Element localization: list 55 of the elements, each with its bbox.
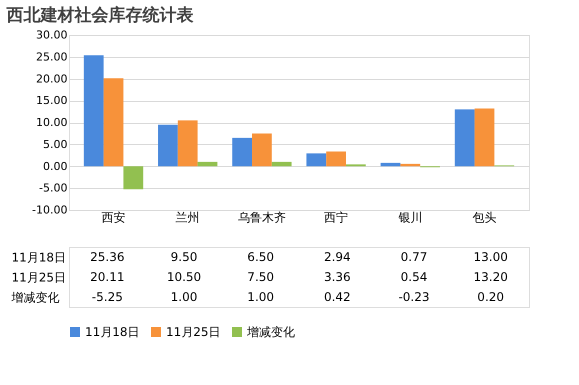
bar [474,108,494,166]
data-label: 0.42 [324,290,351,304]
data-label: 3.36 [324,270,351,284]
legend-label: 11月18日 [85,325,140,339]
x-tick-label: 西安 [102,210,126,224]
x-tick-label: 西宁 [324,210,348,224]
data-label: 13.00 [473,250,508,264]
data-label: 25.36 [90,250,125,264]
data-label: 7.50 [247,270,274,284]
bar [123,166,144,190]
text: 11月18日 [12,250,66,264]
y-tick-label: 5.00 [43,138,68,151]
bar [158,124,178,166]
y-tick-label: -5.00 [39,182,68,195]
y-tick-label: 25.00 [36,50,68,64]
bar [326,152,346,166]
bar [252,133,272,166]
data-label: -0.23 [398,290,430,304]
bar [272,162,292,166]
bar [198,162,218,166]
data-label: 1.00 [170,290,198,304]
data-label: 2.94 [324,250,351,264]
legend-label: 11月25日 [166,325,221,339]
data-label: 6.50 [247,250,274,264]
y-tick-label: 20.00 [36,72,68,86]
data-label: -5.25 [92,290,123,304]
data-label: 0.20 [477,290,504,304]
x-tick-label: 乌鲁木齐 [238,210,286,224]
bar [232,138,252,166]
data-label: 1.00 [247,290,274,304]
bar [400,164,420,166]
x-tick-label: 包头 [472,210,496,224]
chart-title: 西北建材社会库存统计表 [6,6,194,26]
y-tick-label: 15.00 [36,94,68,108]
bar [454,109,475,166]
bar [178,120,198,166]
y-tick-label: 30.00 [36,28,68,42]
bar [380,162,400,166]
data-label: 20.11 [90,270,125,284]
legend-label: 增减变化 [246,325,295,339]
bar [306,153,326,166]
data-label: 0.77 [400,250,428,264]
y-tick-label: 10.00 [36,116,68,129]
y-tick-label: -10.00 [32,204,68,216]
y-tick-label: 0.00 [43,160,68,173]
x-tick-label: 兰州 [176,210,200,224]
data-label: 0.54 [400,270,428,284]
bar [84,55,104,166]
text: 增减变化 [12,290,60,304]
data-label: 13.20 [473,270,508,284]
data-label: 10.50 [166,270,202,284]
text: 11月25日 [12,270,66,284]
x-tick-label: 银川 [397,210,422,224]
data-label: 9.50 [170,250,198,264]
bar [104,78,124,166]
